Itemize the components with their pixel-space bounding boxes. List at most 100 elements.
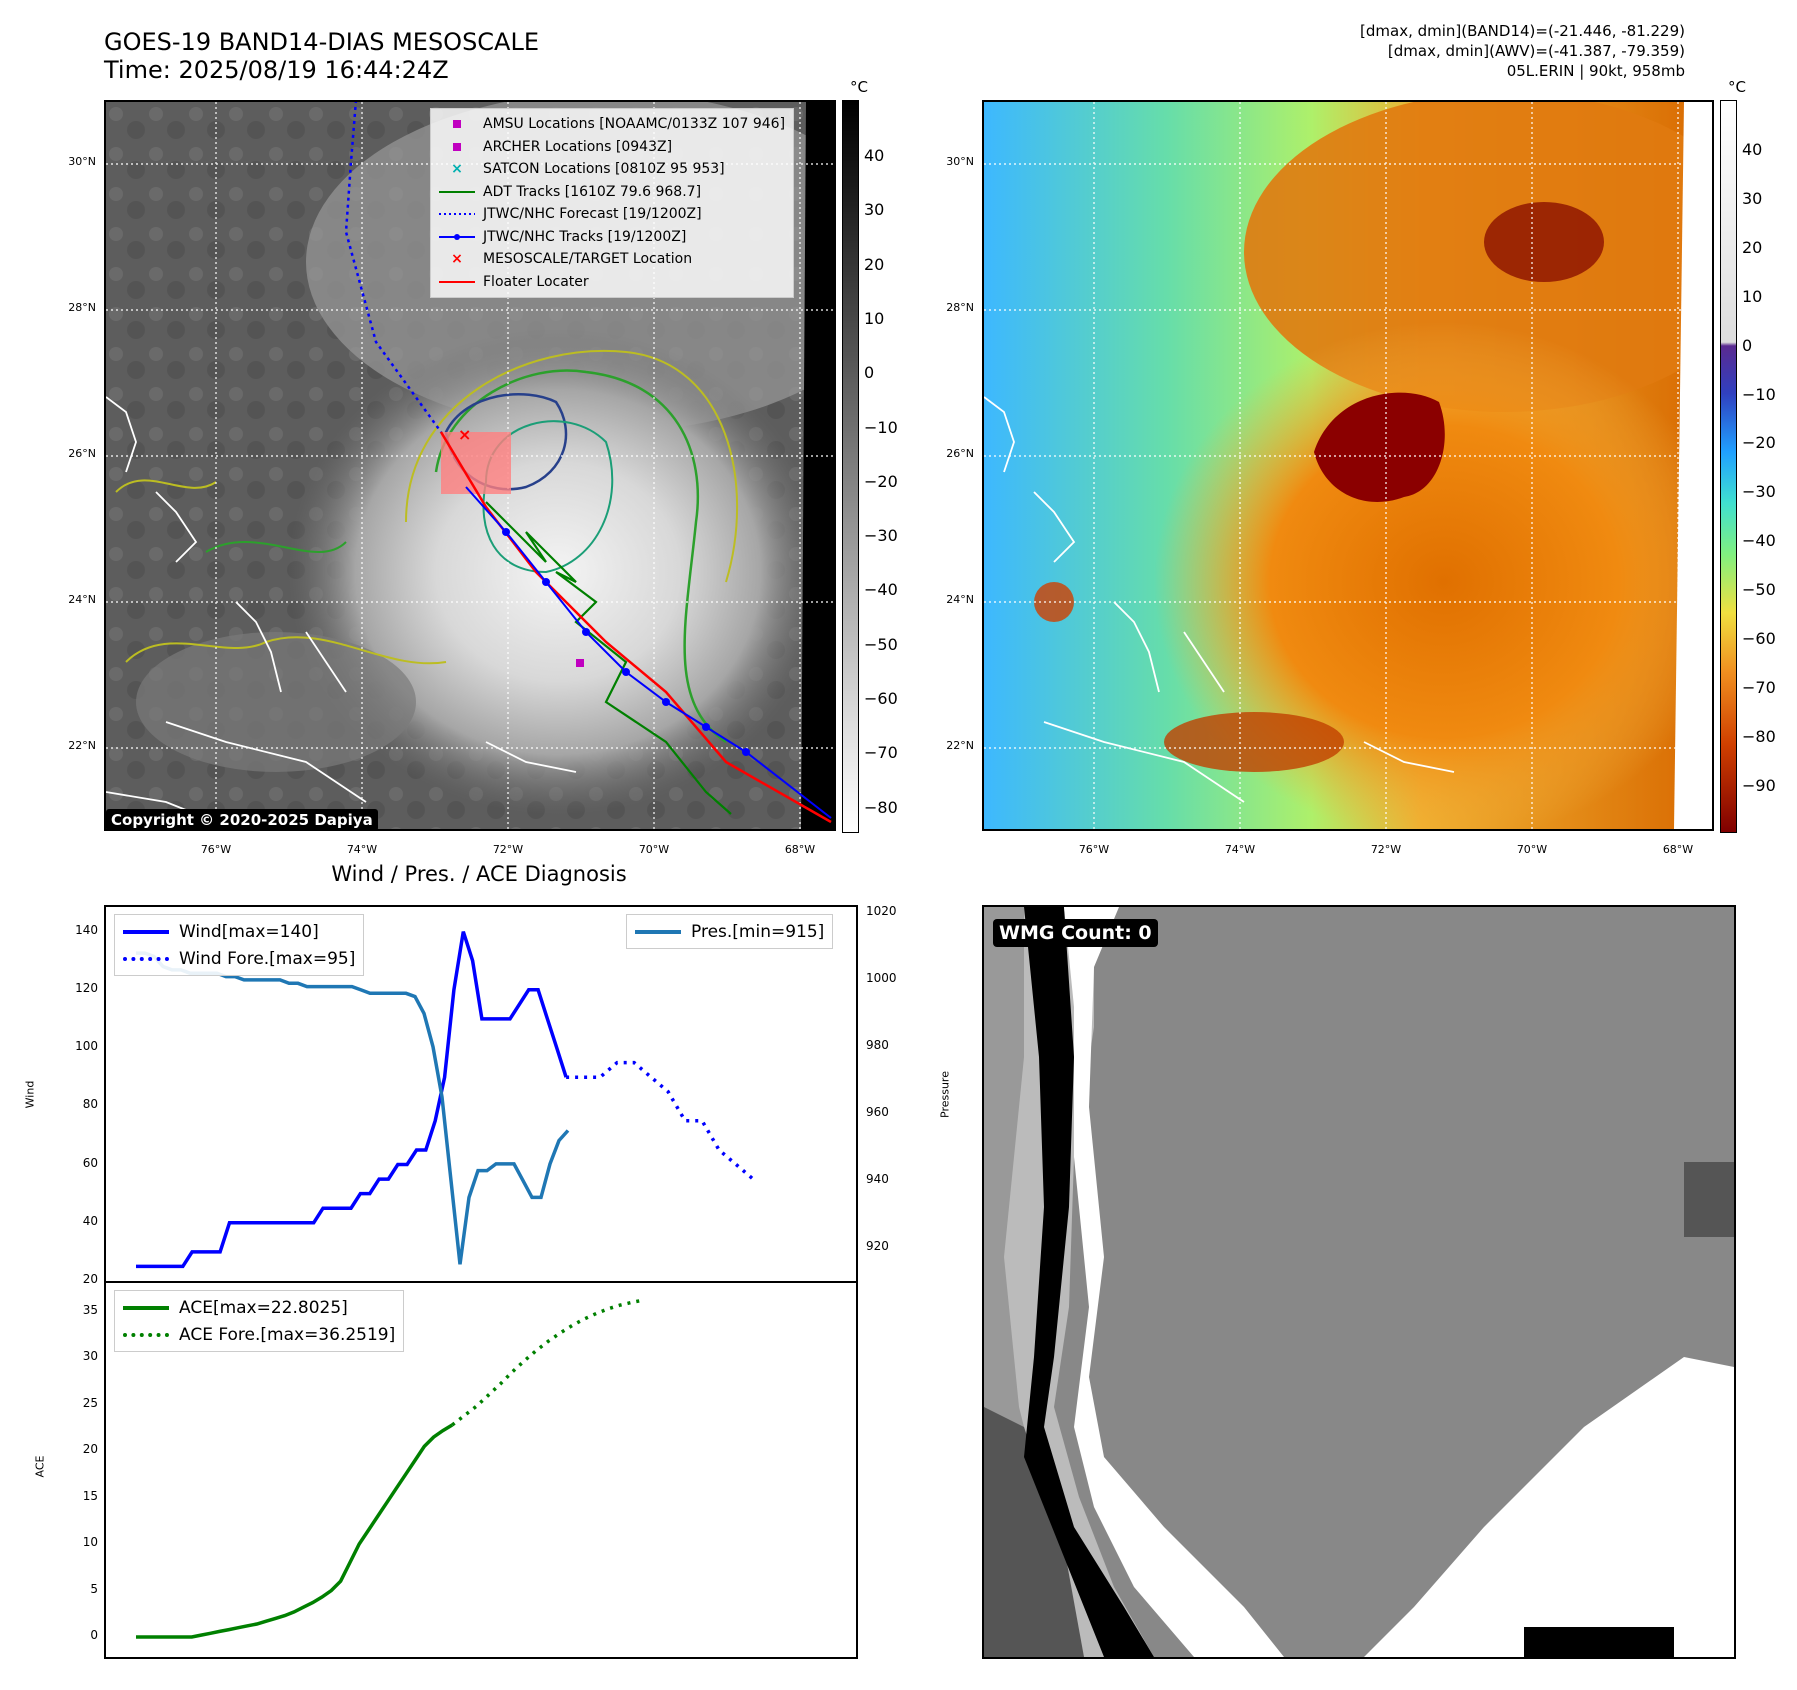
lat-label-30: 30°N xyxy=(68,155,96,168)
legend-archer-label: ARCHER Locations [0943Z] xyxy=(483,138,673,155)
legend-jtwc-forecast-label: JTWC/NHC Forecast [19/1200Z] xyxy=(483,206,702,223)
colorbar-right-tick: 10 xyxy=(1742,286,1763,306)
colorbar-right-tick: −80 xyxy=(1742,726,1776,746)
lon-label-70: 70°W xyxy=(638,843,670,856)
pressure-legend: Pres.[min=915] xyxy=(626,914,834,949)
legend-pressure: Pres.[min=915] xyxy=(635,918,824,945)
legend-pressure-label: Pres.[min=915] xyxy=(691,921,825,942)
lon-label-68: 68°W xyxy=(784,843,816,856)
pressure-tick-label: 980 xyxy=(866,1037,889,1052)
wmg-count-badge: WMG Count: 0 xyxy=(993,919,1158,947)
wind-tick-label: 140 xyxy=(75,922,98,937)
pressure-axis-label: Pressure xyxy=(938,1071,952,1118)
colorbar-right-tick: −40 xyxy=(1742,531,1776,551)
colorbar-left-tick: 30 xyxy=(864,200,885,220)
colorbar-right-tick: −70 xyxy=(1742,677,1776,697)
colorbar-right-tick: 30 xyxy=(1742,188,1763,208)
wind-tick-label: 40 xyxy=(82,1213,98,1228)
dias-imagery xyxy=(984,102,1712,829)
lon-label-68-right: 68°W xyxy=(1662,843,1694,856)
ace-forecast-line xyxy=(451,1298,645,1427)
diag-title: Wind / Pres. / ACE Diagnosis xyxy=(331,862,627,886)
ace-tick-label: 25 xyxy=(82,1395,98,1410)
lat-label-24: 24°N xyxy=(68,593,96,606)
lat-label-22-right: 22°N xyxy=(946,739,974,752)
colorbar-dias xyxy=(1720,100,1737,833)
ace-line xyxy=(136,1423,454,1639)
legend-mesoscale-label: MESOSCALE/TARGET Location xyxy=(483,251,693,268)
colorbar-left-tick: −20 xyxy=(864,471,898,491)
pressure-tick-label: 1000 xyxy=(866,970,897,985)
header-right-line1: [dmax, dmin](BAND14)=(-21.446, -81.229) xyxy=(1360,22,1685,40)
wind-legend: Wind[max=140] Wind Fore.[max=95] xyxy=(114,914,365,976)
wind-tick-label: 100 xyxy=(75,1039,98,1054)
chart-title-line1: GOES-19 BAND14-DIAS MESOSCALE xyxy=(104,28,540,56)
lon-label-76-right: 76°W xyxy=(1078,843,1110,856)
lat-label-30-right: 30°N xyxy=(946,155,974,168)
legend-mesoscale-target: × MESOSCALE/TARGET Location xyxy=(451,251,693,268)
header-right-line3: 05L.ERIN | 90kt, 958mb xyxy=(1506,62,1685,80)
ace-tick-label: 10 xyxy=(82,1535,98,1550)
lat-label-26: 26°N xyxy=(68,447,96,460)
legend-wind-forecast: Wind Fore.[max=95] xyxy=(123,945,355,972)
ace-plot xyxy=(136,1298,645,1639)
lon-label-76: 76°W xyxy=(200,843,232,856)
pressure-line xyxy=(136,951,570,1265)
copyright-badge: Copyright © 2020-2025 Dapiya xyxy=(106,809,378,831)
legend-amsu: AMSU Locations [NOAAMC/0133Z 107 946] xyxy=(439,113,785,136)
legend-floater: Floater Locater xyxy=(439,271,785,294)
wind-axis-label: Wind xyxy=(23,1080,37,1109)
legend-satcon: × SATCON Locations [0810Z 95 953] xyxy=(451,161,725,178)
satellite-map-dias xyxy=(982,100,1714,831)
pressure-tick-label: 920 xyxy=(866,1238,889,1253)
ace-tick-label: 0 xyxy=(90,1628,98,1642)
legend-jtwc-forecast: JTWC/NHC Forecast [19/1200Z] xyxy=(439,203,785,226)
colorbar-left-tick: 10 xyxy=(864,308,885,328)
colorbar-right-tick: −50 xyxy=(1742,580,1776,600)
lon-label-72-right: 72°W xyxy=(1370,843,1402,856)
colorbar-left-tick: 40 xyxy=(864,146,885,165)
colorbar-right-tick: −90 xyxy=(1742,775,1776,795)
legend-ace-label: ACE[max=22.8025] xyxy=(179,1297,348,1318)
ace-tick-label: 35 xyxy=(82,1302,98,1317)
ace-axis-label: ACE xyxy=(33,1455,47,1478)
colorbar-left-tick: −40 xyxy=(864,580,898,600)
header-right-line2: [dmax, dmin](AWV)=(-41.387, -79.359) xyxy=(1387,42,1685,60)
lon-label-74: 74°W xyxy=(346,843,378,856)
legend-ace: ACE[max=22.8025] xyxy=(123,1294,395,1321)
lat-label-28: 28°N xyxy=(68,301,96,314)
colorbar-left-tick: 0 xyxy=(864,363,875,383)
lat-label-28-right: 28°N xyxy=(946,301,974,314)
legend-adt-label: ADT Tracks [1610Z 79.6 968.7] xyxy=(483,183,702,200)
lon-label-72: 72°W xyxy=(492,843,524,856)
ace-tick-label: 30 xyxy=(82,1349,98,1364)
ace-legend: ACE[max=22.8025] ACE Fore.[max=36.2519] xyxy=(114,1290,405,1352)
lon-label-74-right: 74°W xyxy=(1224,843,1256,856)
colorbar-left-tick: 20 xyxy=(864,254,885,274)
legend-wind-label: Wind[max=140] xyxy=(179,921,319,942)
lat-label-22: 22°N xyxy=(68,739,96,752)
legend-archer: ARCHER Locations [0943Z] xyxy=(439,136,785,159)
legend-jtwc-tracks: JTWC/NHC Tracks [19/1200Z] xyxy=(439,226,785,249)
legend-adt: ADT Tracks [1610Z 79.6 968.7] xyxy=(439,181,785,204)
pressure-tick-label: 1020 xyxy=(866,904,897,918)
legend-jtwc-tracks-label: JTWC/NHC Tracks [19/1200Z] xyxy=(483,228,687,245)
pressure-tick-label: 940 xyxy=(866,1171,889,1186)
wind-tick-label: 20 xyxy=(82,1272,98,1286)
colorbar-right-tick: 0 xyxy=(1742,335,1753,355)
colorbar-unit-left: °C xyxy=(850,78,868,96)
legend-amsu-label: AMSU Locations [NOAAMC/0133Z 107 946] xyxy=(483,116,786,133)
colorbar-left-tick: −50 xyxy=(864,634,898,654)
wind-tick-label: 60 xyxy=(82,1155,98,1170)
colorbar-right-tick: −30 xyxy=(1742,482,1776,502)
wind-forecast-line xyxy=(566,1060,755,1181)
wind-tick-label: 120 xyxy=(75,980,98,995)
ace-tick-label: 15 xyxy=(82,1488,98,1503)
legend-satcon-label: SATCON Locations [0810Z 95 953] xyxy=(483,161,725,178)
legend-wind: Wind[max=140] xyxy=(123,918,355,945)
legend-ace-forecast: ACE Fore.[max=36.2519] xyxy=(123,1321,395,1348)
ace-tick-label: 20 xyxy=(82,1442,98,1457)
wmg-grid xyxy=(984,907,1734,1657)
colorbar-left-tick: −10 xyxy=(864,417,898,437)
ace-tick-label: 5 xyxy=(90,1581,98,1596)
